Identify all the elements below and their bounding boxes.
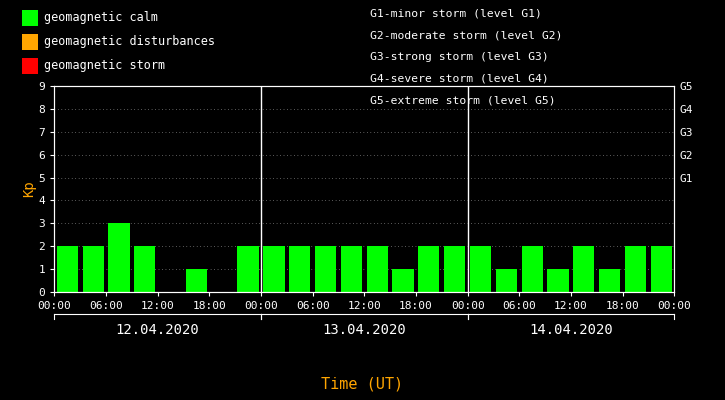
Bar	[341, 269, 362, 292]
Bar	[315, 246, 336, 292]
Bar	[83, 246, 104, 292]
Bar	[134, 246, 155, 292]
Bar	[676, 246, 697, 292]
Bar	[444, 246, 465, 292]
Bar	[625, 246, 646, 292]
Bar	[573, 246, 594, 292]
Bar	[108, 223, 130, 292]
Text: 14.04.2020: 14.04.2020	[529, 323, 613, 337]
Bar	[238, 246, 259, 292]
Bar	[186, 269, 207, 292]
Text: G1-minor storm (level G1): G1-minor storm (level G1)	[370, 9, 542, 19]
Text: G4-severe storm (level G4): G4-severe storm (level G4)	[370, 74, 549, 84]
Text: geomagnetic storm: geomagnetic storm	[44, 60, 165, 72]
Bar	[289, 246, 310, 292]
Bar	[315, 246, 336, 292]
Bar	[289, 269, 310, 292]
Bar	[418, 246, 439, 292]
Bar	[263, 246, 284, 292]
Bar	[651, 246, 672, 292]
Text: geomagnetic disturbances: geomagnetic disturbances	[44, 36, 215, 48]
Bar	[470, 246, 491, 292]
Bar	[263, 269, 284, 292]
Bar	[57, 246, 78, 292]
Text: G3-strong storm (level G3): G3-strong storm (level G3)	[370, 52, 549, 62]
Text: 12.04.2020: 12.04.2020	[116, 323, 199, 337]
Text: G5-extreme storm (level G5): G5-extreme storm (level G5)	[370, 95, 555, 105]
Bar	[521, 246, 543, 292]
Bar	[367, 246, 388, 292]
Bar	[341, 246, 362, 292]
Text: 13.04.2020: 13.04.2020	[323, 323, 406, 337]
Y-axis label: Kp: Kp	[22, 181, 36, 197]
Bar	[547, 269, 568, 292]
Bar	[496, 269, 517, 292]
Bar	[392, 269, 414, 292]
Text: G2-moderate storm (level G2): G2-moderate storm (level G2)	[370, 31, 563, 41]
Text: Time (UT): Time (UT)	[321, 376, 404, 392]
Bar	[599, 269, 621, 292]
Text: geomagnetic calm: geomagnetic calm	[44, 12, 157, 24]
